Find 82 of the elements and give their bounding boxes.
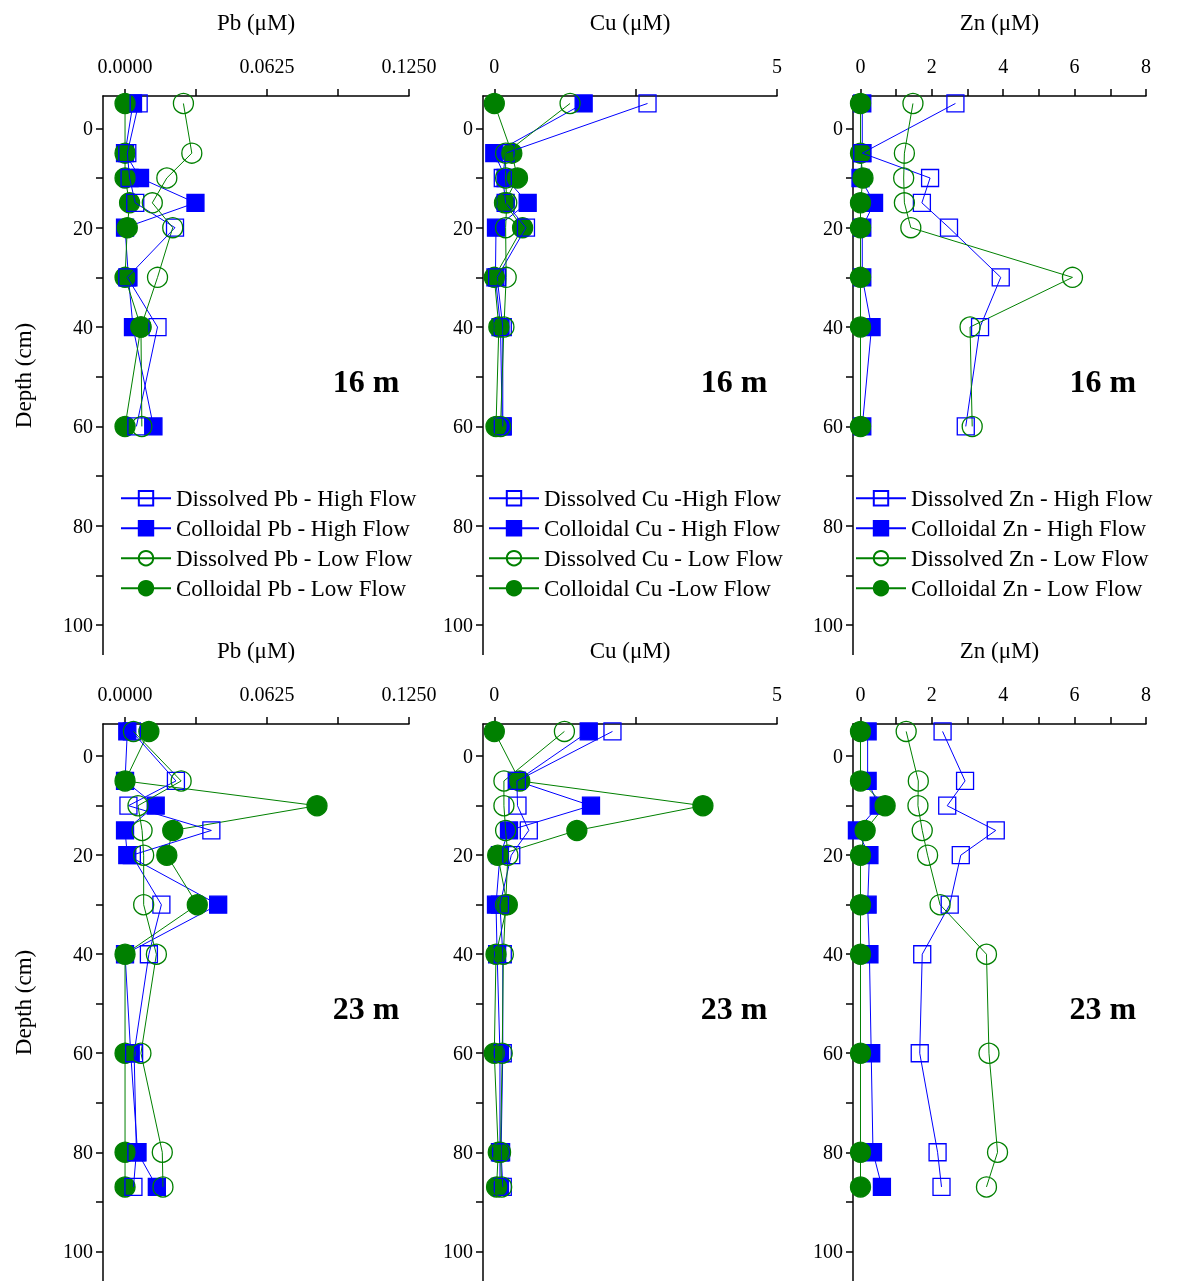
x-tick-label: 2 — [926, 55, 937, 77]
y-tick-label: 100 — [443, 1240, 473, 1263]
y-tick-label: 20 — [453, 216, 473, 239]
legend-label: Dissolved Pb - Low Flow — [176, 545, 413, 571]
legend-label: Dissolved Zn - High Flow — [911, 485, 1153, 511]
x-tick-label: 8 — [1141, 55, 1151, 77]
x-tick-label: 0 — [489, 683, 500, 705]
x-tick-label: 0.0000 — [97, 55, 153, 77]
annotation: 23 m — [700, 990, 768, 1027]
y-tick-label: 40 — [823, 316, 843, 339]
y-tick-label: 40 — [453, 943, 473, 966]
y-tick-label: 100 — [813, 614, 843, 637]
y-tick-label: 40 — [73, 943, 93, 966]
x-tick-label: 8 — [1141, 683, 1151, 705]
y-tick-label: 100 — [63, 1240, 93, 1263]
y-tick-label: 0 — [83, 745, 93, 768]
y-tick-label: 100 — [443, 614, 473, 637]
y-tick-label: 20 — [453, 844, 473, 867]
legend-label: Dissolved Cu -High Flow — [544, 485, 782, 511]
y-tick-label: 80 — [453, 1141, 473, 1164]
x-axis-title: Pb (μM) — [216, 10, 296, 35]
legend-label: Dissolved Zn - Low Flow — [911, 545, 1150, 571]
y-tick-label: 80 — [453, 514, 473, 537]
y-tick-label: 80 — [73, 1141, 93, 1164]
y-axis-title: Depth (cm) — [11, 322, 36, 429]
y-tick-label: 40 — [823, 943, 843, 966]
y-tick-label: 60 — [453, 1042, 473, 1065]
x-tick-label: 5 — [772, 55, 782, 77]
y-tick-label: 0 — [463, 745, 473, 768]
x-tick-label: 0 — [855, 55, 866, 77]
legend-label: Colloidal Cu - High Flow — [544, 515, 781, 541]
x-tick-label: 4 — [998, 683, 1009, 705]
x-tick-label: 4 — [998, 55, 1009, 77]
y-tick-label: 80 — [823, 514, 843, 537]
x-tick-label: 0 — [489, 55, 500, 77]
x-tick-label: 0.0000 — [97, 683, 153, 705]
legend-label: Dissolved Cu - Low Flow — [544, 545, 784, 571]
y-tick-label: 20 — [73, 216, 93, 239]
x-axis-title: Cu (μM) — [589, 10, 671, 35]
y-tick-label: 60 — [453, 415, 473, 438]
legend-label: Colloidal Zn - High Flow — [911, 515, 1147, 541]
x-tick-label: 0.0625 — [239, 55, 295, 77]
y-tick-label: 100 — [813, 1240, 843, 1263]
y-tick-label: 0 — [833, 745, 843, 768]
x-axis-title: Pb (μM) — [216, 638, 296, 663]
annotation: 23 m — [332, 990, 400, 1027]
legend-label: Colloidal Pb - High Flow — [176, 515, 411, 541]
x-tick-label: 5 — [772, 683, 782, 705]
annotation: 16 m — [700, 363, 768, 400]
y-tick-label: 80 — [73, 514, 93, 537]
y-tick-label: 40 — [453, 316, 473, 339]
legend-label: Dissolved Pb - High Flow — [176, 485, 417, 511]
x-tick-label: 0.0625 — [239, 683, 295, 705]
y-tick-label: 20 — [73, 844, 93, 867]
y-axis-title: Depth (cm) — [11, 949, 36, 1056]
y-tick-label: 0 — [833, 117, 843, 140]
x-axis-title: Zn (μM) — [959, 638, 1040, 663]
x-tick-label: 0 — [855, 683, 866, 705]
y-tick-label: 20 — [823, 844, 843, 867]
y-tick-label: 20 — [823, 216, 843, 239]
y-tick-label: 60 — [73, 1042, 93, 1065]
x-tick-label: 2 — [926, 683, 937, 705]
y-tick-label: 60 — [823, 415, 843, 438]
legend-label: Colloidal Pb - Low Flow — [176, 575, 407, 601]
x-tick-label: 6 — [1069, 683, 1080, 705]
y-tick-label: 0 — [463, 117, 473, 140]
annotation: 16 m — [1069, 363, 1137, 400]
x-tick-label: 0.1250 — [381, 683, 437, 705]
x-axis-title: Cu (μM) — [589, 638, 671, 663]
legend-label: Colloidal Zn - Low Flow — [911, 575, 1143, 601]
x-tick-label: 0.1250 — [381, 55, 437, 77]
y-tick-label: 60 — [73, 415, 93, 438]
y-tick-label: 40 — [73, 316, 93, 339]
y-tick-label: 60 — [823, 1042, 843, 1065]
y-tick-label: 80 — [823, 1141, 843, 1164]
y-tick-label: 100 — [63, 614, 93, 637]
annotation: 16 m — [332, 363, 400, 400]
y-tick-label: 0 — [83, 117, 93, 140]
x-axis-title: Zn (μM) — [959, 10, 1040, 35]
legend-label: Colloidal Cu -Low Flow — [544, 575, 772, 601]
annotation: 23 m — [1069, 990, 1137, 1027]
x-tick-label: 6 — [1069, 55, 1080, 77]
